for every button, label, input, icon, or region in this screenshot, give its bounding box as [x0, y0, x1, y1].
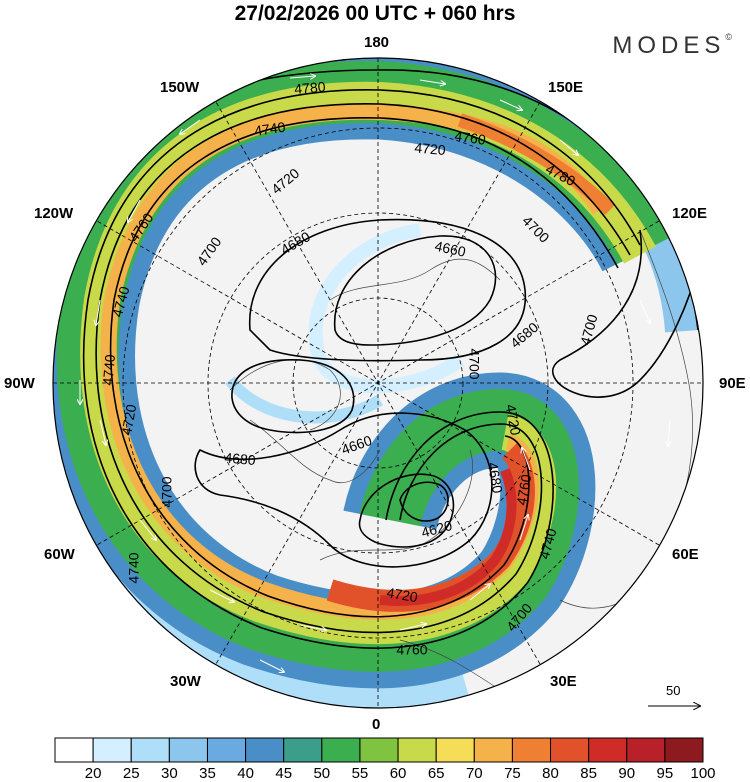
lon-label-60e: 60E — [672, 546, 699, 563]
contour-label: 4740 — [253, 119, 286, 139]
map-boundary — [52, 57, 704, 709]
lon-label-0: 0 — [372, 716, 381, 733]
height-contours — [82, 69, 701, 649]
lon-label-150e: 150E — [548, 79, 584, 96]
wind-scale-value: 50 — [666, 683, 681, 698]
contour-label: 4660 — [433, 238, 467, 260]
colorbar-tick-label: 70 — [465, 765, 483, 782]
contour-label: 4740 — [126, 552, 142, 583]
grid-lines — [53, 58, 703, 708]
colorbar-tick-label: 65 — [427, 765, 445, 782]
colorbar-tick-label: 50 — [313, 765, 331, 782]
contour-label: 4680 — [224, 449, 257, 468]
lon-label-120e: 120E — [672, 205, 708, 222]
contour-label: 4700 — [577, 312, 601, 346]
brand-name: MODES — [612, 32, 726, 59]
contour-label: 4720 — [503, 403, 524, 437]
colorbar-tick-label: 45 — [275, 765, 293, 782]
colorbar-tick-label: 25 — [122, 765, 140, 782]
map-title: 27/02/2026 00 UTC + 060 hrs — [234, 2, 516, 25]
lon-label-90e: 90E — [719, 375, 746, 392]
contour-label: 4740 — [109, 284, 133, 318]
lon-label-30w: 30W — [170, 673, 201, 690]
contour-label: 4760 — [513, 473, 534, 507]
contour-label: 4720 — [118, 403, 139, 437]
brand-logo: MODES© — [612, 32, 732, 60]
contour-label: 4760 — [454, 128, 487, 148]
contour-label: 4720 — [385, 584, 419, 605]
colorbar-tick-label: 100 — [690, 765, 716, 782]
lon-label-180: 180 — [364, 34, 390, 51]
contour-label: 4720 — [414, 139, 447, 158]
colorbar-tick-label: 55 — [351, 765, 369, 782]
contour-label: 4740 — [536, 526, 560, 560]
colorbar-tick-label: 40 — [237, 765, 254, 782]
colorbar-tick-label: 75 — [504, 765, 521, 782]
contour-label: 4680 — [485, 461, 506, 495]
lon-label-150w: 150W — [160, 79, 200, 96]
colorbar-tick-label: 90 — [618, 765, 636, 782]
contour-label: 4700 — [159, 476, 175, 507]
contour-label: 4620 — [420, 517, 454, 541]
lon-label-120w: 120W — [34, 205, 74, 222]
lon-label-30e: 30E — [550, 673, 577, 690]
colorbar-tick-label: 20 — [84, 765, 102, 782]
lon-label-90w: 90W — [4, 375, 35, 392]
contour-label: 4760 — [396, 642, 427, 658]
colorbar-tick-label: 30 — [161, 765, 178, 782]
copyright-mark: © — [725, 32, 732, 42]
colorbar-tick-label: 35 — [199, 765, 216, 782]
colorbar-tick-label: 80 — [542, 765, 559, 782]
contour-label: 4780 — [294, 78, 327, 97]
colorbar-tick-label: 85 — [580, 765, 597, 782]
colorbar-tick-label: 60 — [389, 765, 407, 782]
lon-label-60w: 60W — [44, 546, 75, 563]
contour-label: 4740 — [99, 353, 118, 386]
colorbar-tick-label: 95 — [656, 765, 674, 782]
contour-label: 4700 — [466, 348, 482, 379]
